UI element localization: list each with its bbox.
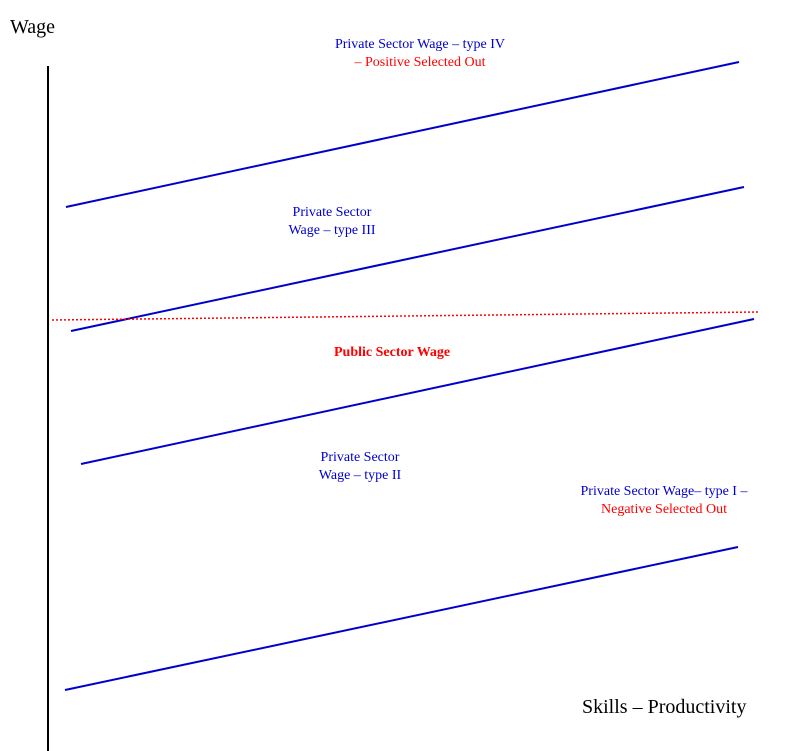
type-iii-label-line1: Private Sector	[292, 205, 372, 220]
type-iii-label-line2: Wage – type III	[288, 223, 376, 238]
type-iv-label-line1: Private Sector Wage – type IV	[334, 37, 506, 52]
public-sector-wage-label: Public Sector Wage	[334, 345, 451, 360]
y-axis-label: Wage	[10, 16, 56, 38]
type-iv-label: Private Sector Wage – type IV – Positive…	[300, 38, 540, 70]
type-i-label-line2: Negative Selected Out	[601, 502, 727, 517]
type-ii-label-line1: Private Sector	[320, 450, 400, 465]
type-iii-label: Private Sector Wage – type III	[252, 206, 412, 238]
private-wage-type-i-line	[64, 546, 739, 691]
type-ii-label-line2: Wage – type II	[318, 468, 402, 483]
type-i-label: Private Sector Wage– type I – Negative S…	[544, 485, 784, 517]
private-wage-type-ii-line	[80, 318, 755, 465]
type-iv-label-line2: – Positive Selected Out	[354, 55, 486, 70]
x-axis-label: Skills – Productivity	[582, 696, 747, 718]
type-i-label-line1: Private Sector Wage– type I –	[580, 484, 748, 499]
type-ii-label: Private Sector Wage – type II	[280, 451, 440, 483]
private-wage-type-iii-line	[70, 186, 745, 332]
public-sector-wage-line	[51, 311, 760, 321]
private-wage-type-iv-line	[65, 61, 740, 208]
